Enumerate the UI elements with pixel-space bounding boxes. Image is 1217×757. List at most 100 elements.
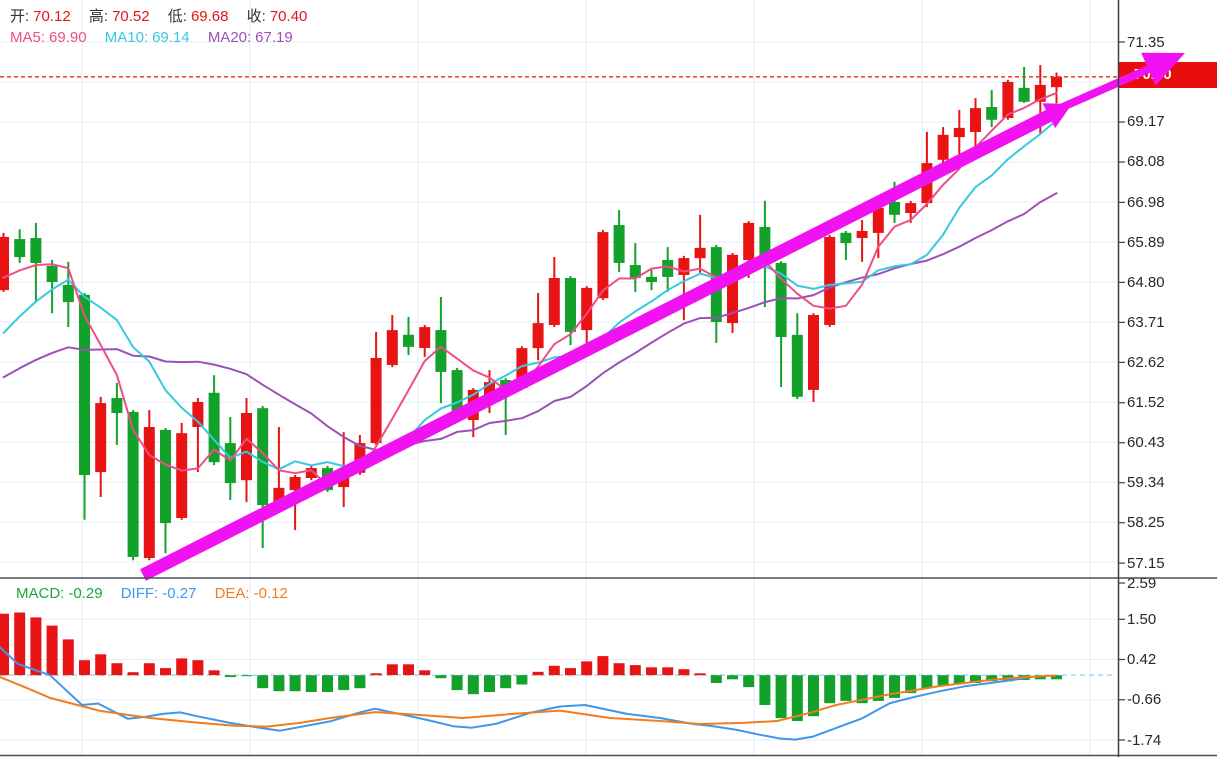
macd-bar [840,675,852,701]
macd-bar [856,675,868,704]
candle-body [257,408,269,506]
macd-bar [500,675,512,689]
candle-body [484,382,495,398]
candle-body [14,239,26,258]
ma10-value: 69.14 [152,29,190,46]
candle-body [727,254,738,324]
macd-bar [435,675,447,679]
candle-body [597,232,609,299]
dea-label: DEA: [214,585,250,602]
candle-body [386,330,398,365]
candle-body [775,262,787,337]
ohlc-legend: 开: 70.12 高: 70.52 低: 69.68 收: 70.40 [10,5,311,26]
trend-arrow-head [1141,52,1185,86]
candle-body [241,413,252,481]
candle-body [160,429,171,524]
macd-bar [143,663,155,676]
ma20-line [2,192,1058,453]
ma20-value: 67.19 [255,29,293,46]
macd-bar [111,663,123,676]
diff-value: -0.27 [162,585,197,602]
macd-bar [30,617,42,676]
candle-body [95,403,107,473]
candle-body [970,108,981,132]
candle-body [889,202,900,215]
diff-label: DIFF: [120,585,159,602]
trend-arrow-shaft [1054,63,1154,114]
candle-body [143,427,155,558]
macd-bar [403,664,414,676]
macd-axis-label: 1.50 [1127,610,1157,628]
candle-body [403,334,414,347]
price-axis-label: 66.98 [1127,193,1165,211]
candle-body [127,411,139,557]
candle-body [1051,76,1062,88]
macd-bar [289,675,301,692]
candle-body [953,127,965,138]
macd-bar [791,675,803,721]
high-label: 高: [88,8,109,25]
macd-bar [208,670,220,676]
macd-bar [613,663,625,676]
candle-body [743,222,755,260]
macd-bar [1051,675,1062,680]
candle-body [435,330,447,372]
macd-bar [710,675,722,683]
price-axis-label: 68.08 [1127,153,1165,171]
candle-body [46,265,58,282]
macd-bar [889,675,900,698]
candle-body [1002,82,1014,118]
price-axis-label: 65.89 [1127,233,1165,251]
candle-body [840,232,852,244]
candle-body [111,398,123,413]
candle-body [791,334,803,397]
candle-body [224,443,236,484]
candle-body [62,284,74,303]
macd-bar [79,660,90,676]
candle-body [370,358,382,444]
macd-bar [775,675,787,719]
candle-body [0,236,9,291]
macd-bar [970,675,981,683]
macd-bar [953,675,965,685]
macd-bar [62,639,74,676]
close-label: 收: [246,8,266,25]
candle-body [986,107,998,120]
price-axis-label: 71.35 [1127,33,1165,51]
macd-axis-label: 0.42 [1127,651,1157,668]
price-axis-label: 61.52 [1127,394,1165,412]
candle-body [305,468,317,478]
ma5-value: 69.90 [49,29,87,46]
macd-bar [95,654,107,676]
macd-legend: MACD: -0.29 DIFF: -0.27 DEA: -0.12 [16,585,292,602]
macd-bar [386,664,398,676]
macd-axis-label: -0.66 [1127,691,1162,709]
macd-bar [759,675,771,705]
macd-bar [14,612,26,676]
macd-bar [824,675,836,704]
candles-layer [0,65,1062,561]
macd-bar [160,668,171,676]
candle-body [565,278,576,332]
macd-bar [467,675,479,695]
price-axis-label: 62.62 [1127,353,1165,371]
macd-axis-label: -1.74 [1127,731,1162,749]
macd-bar [257,675,269,689]
ma10-label: MA10: [104,29,149,46]
macd-bar [192,660,204,676]
candle-body [273,487,285,506]
candle-body [548,278,560,325]
macd-bar [678,669,690,676]
macd-bar [322,675,333,692]
open-value: 70.12 [33,8,71,25]
candle-body [1034,84,1046,102]
macd-bar [629,665,641,676]
candle-body [872,207,884,233]
candle-body [176,433,188,518]
price-axis-label: 69.17 [1127,113,1165,131]
open-label: 开: [10,8,30,25]
candle-body [532,323,544,349]
candle-body [856,231,868,238]
